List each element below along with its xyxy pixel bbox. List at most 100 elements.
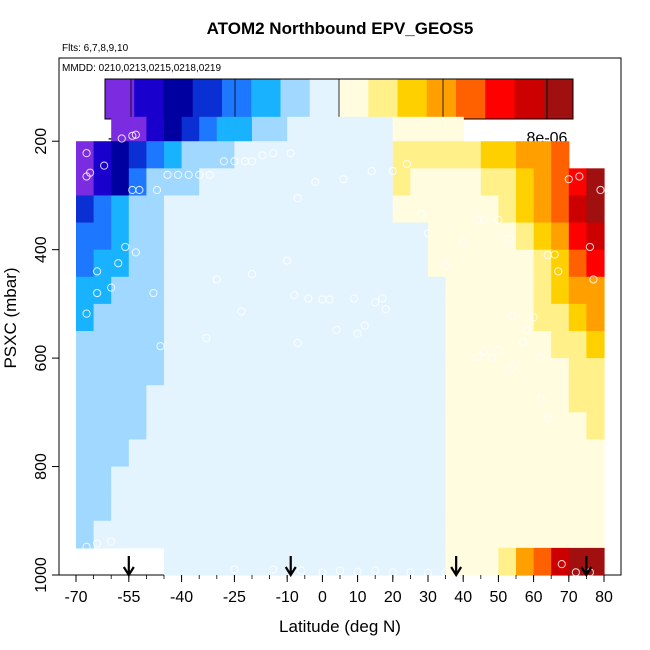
heatmap-cell <box>375 412 394 441</box>
heatmap-cell <box>498 466 517 495</box>
heatmap-cell <box>322 547 341 576</box>
heatmap-cell <box>392 412 411 441</box>
heatmap-cell <box>269 412 288 441</box>
sample-point <box>388 166 397 176</box>
heatmap-cell <box>304 493 323 522</box>
heatmap-cell <box>357 439 376 468</box>
sample-point <box>184 170 193 179</box>
heatmap-cell <box>463 141 482 169</box>
heatmap-cell <box>498 331 517 359</box>
colorbar-cell <box>514 79 545 119</box>
heatmap-cell <box>428 141 447 169</box>
heatmap-cell <box>199 222 218 251</box>
heatmap-cell <box>586 195 605 224</box>
heatmap-cell <box>164 412 183 441</box>
sample-point <box>156 342 165 351</box>
sample-point <box>571 568 580 577</box>
heatmap-cell <box>410 466 429 495</box>
heatmap-cell <box>480 520 499 549</box>
heatmap-cell <box>375 116 394 145</box>
heatmap-cell <box>269 168 288 197</box>
sample-point <box>508 363 517 372</box>
heatmap-cell <box>586 276 605 305</box>
heatmap-cell <box>76 303 95 332</box>
heatmap-cell <box>392 141 411 169</box>
heatmap-cell <box>516 303 535 332</box>
heatmap-cell <box>392 385 411 413</box>
heatmap-cell <box>234 412 253 441</box>
heatmap-cell <box>428 249 447 278</box>
heatmap-cell <box>375 331 394 359</box>
sample-point <box>349 294 359 303</box>
heatmap-cell <box>586 439 605 468</box>
sample-point <box>258 151 267 160</box>
heatmap-cell <box>463 412 482 441</box>
heatmap-cell <box>516 249 535 278</box>
heatmap-cell <box>568 412 587 441</box>
heatmap-cell <box>111 385 130 413</box>
sample-point <box>131 130 140 139</box>
heatmap-cell <box>234 249 253 278</box>
heatmap-cell <box>269 520 288 549</box>
heatmap-cell <box>252 276 271 305</box>
heatmap-cell <box>269 249 288 278</box>
heatmap-cell <box>551 195 570 224</box>
heatmap-cell <box>252 116 271 145</box>
sample-point <box>367 166 376 176</box>
heatmap-cell <box>322 141 341 169</box>
heatmap-cell <box>568 195 587 224</box>
y-axis: 200 400 600 800 1000 <box>33 128 59 593</box>
heatmap-cell <box>516 520 535 549</box>
colorbar-cell <box>251 79 281 119</box>
heatmap-cell <box>392 520 411 549</box>
sample-point <box>575 172 584 181</box>
heatmap-cell <box>322 116 341 145</box>
heatmap-cell <box>111 249 130 278</box>
sample-point <box>247 157 257 166</box>
heatmap-cell <box>111 303 130 332</box>
heatmap-cell <box>568 222 587 251</box>
heatmap-cell <box>93 276 112 305</box>
heatmap-cell <box>146 412 165 441</box>
heatmap-cell <box>410 116 429 145</box>
heatmap-cell <box>392 439 411 468</box>
colorbar-cell <box>105 79 135 119</box>
heatmap-cell <box>551 412 570 441</box>
heatmap-cell <box>516 493 535 522</box>
heatmap-cell <box>128 331 147 359</box>
sample-point <box>82 309 91 318</box>
heatmap-cell <box>93 249 112 278</box>
heatmap-cell <box>322 303 341 332</box>
x-tick-label: -25 <box>223 589 246 606</box>
heatmap-cell <box>340 520 359 549</box>
heatmap-cell <box>428 520 447 549</box>
heatmap-cell <box>410 520 429 549</box>
heatmap-cell <box>480 547 499 576</box>
heatmap-cell <box>269 493 288 522</box>
heatmap-cell <box>586 222 605 251</box>
sample-point <box>371 566 380 575</box>
heatmap-cell <box>76 520 95 549</box>
heatmap-cell <box>252 249 271 278</box>
heatmap-cell <box>93 222 112 251</box>
heatmap-cell <box>392 547 411 576</box>
heatmap-cell <box>76 331 95 359</box>
heatmap-cell <box>392 358 411 386</box>
sample-point <box>557 560 566 569</box>
heatmap-cell <box>146 195 165 224</box>
heatmap-cell <box>76 358 95 386</box>
x-tick-label: -55 <box>117 589 140 606</box>
sample-point <box>564 175 573 184</box>
heatmap-cell <box>304 547 323 576</box>
heatmap-cell <box>252 493 271 522</box>
heatmap-cell <box>322 493 341 522</box>
heatmap-cell <box>181 466 200 495</box>
heatmap-cell <box>375 195 394 224</box>
x-tick-label: 80 <box>595 589 613 606</box>
heatmap-cell <box>445 466 464 495</box>
heatmap-cell <box>304 249 323 278</box>
heatmap-cell <box>551 222 570 251</box>
colorbar-cell <box>134 79 164 119</box>
heatmap-cell <box>498 276 517 305</box>
heatmap-cell <box>410 141 429 169</box>
